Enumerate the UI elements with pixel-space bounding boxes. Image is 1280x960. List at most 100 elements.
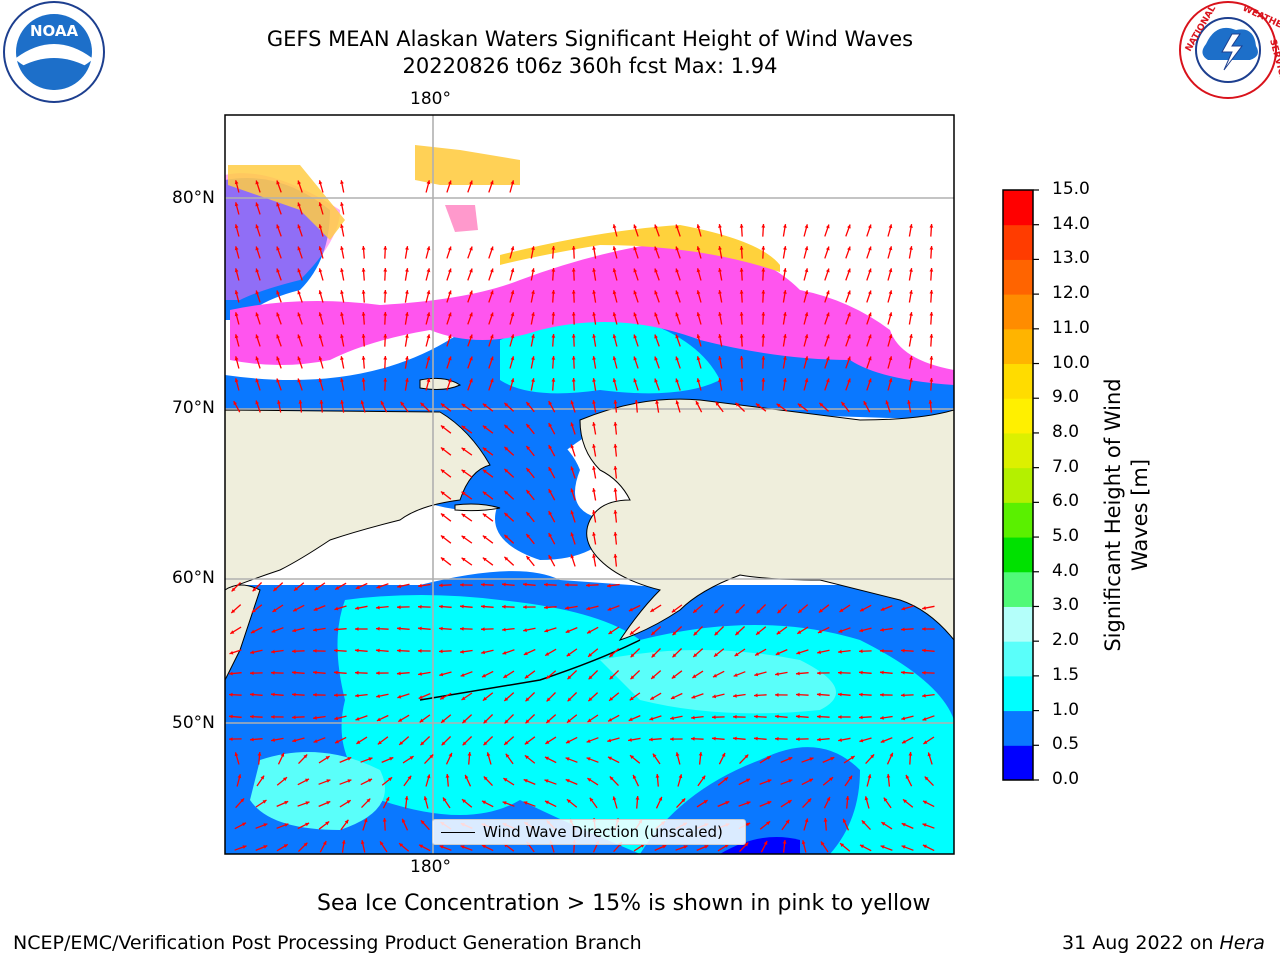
- wind-wave-arrowhead: [609, 697, 613, 701]
- wind-wave-arrowhead: [696, 224, 701, 229]
- wind-wave-arrowhead: [654, 334, 658, 339]
- wind-wave-arrowhead: [383, 312, 388, 316]
- wind-wave-arrowhead: [570, 400, 575, 405]
- nws-logo: NATIONAL WEATHER SERVICE: [1176, 0, 1280, 100]
- wind-wave-arrowhead: [826, 796, 831, 801]
- wind-wave-arrowhead: [592, 466, 596, 470]
- colorbar-label: Significant Height of Wind Waves [m]: [1100, 355, 1154, 675]
- wind-wave-arrowhead: [377, 740, 382, 745]
- wind-wave-arrowhead: [271, 670, 275, 675]
- wind-wave-arrowhead: [551, 268, 556, 272]
- wind-wave-arrowhead: [633, 334, 638, 339]
- wind-wave-arrowhead: [418, 695, 423, 699]
- wind-wave-arrowhead: [649, 737, 653, 742]
- wind-wave-arrowhead: [548, 445, 553, 450]
- wind-wave-arrowhead: [548, 423, 553, 428]
- footer-machine: Hera: [1219, 932, 1265, 954]
- wind-wave-arrowhead: [571, 334, 576, 338]
- wind-wave-arrowhead: [695, 401, 700, 405]
- wind-wave-arrowhead: [255, 290, 260, 295]
- wind-wave-arrowhead: [592, 356, 596, 360]
- wind-wave-arrowhead: [523, 628, 527, 632]
- wind-wave-arrowhead: [901, 823, 906, 827]
- wind-wave-arrowhead: [445, 774, 450, 778]
- wind-wave-arrowhead: [469, 356, 473, 361]
- wind-wave-arrowhead: [567, 718, 571, 723]
- wind-wave-arrowhead: [847, 246, 851, 251]
- wind-wave-arrowhead: [888, 290, 893, 295]
- colorbar-tick-label: 11.0: [1052, 317, 1090, 338]
- colorbar-segment: [1003, 745, 1033, 781]
- wind-wave-arrowhead: [440, 535, 445, 540]
- wind-wave-arrowhead: [798, 609, 803, 613]
- wind-wave-arrowhead: [775, 672, 779, 676]
- wind-wave-arrowhead: [629, 630, 634, 635]
- wind-wave-arrowhead: [696, 290, 701, 295]
- wind-wave-arrowhead: [524, 674, 529, 679]
- wind-wave-arrowhead: [460, 604, 464, 609]
- wind-wave-arrowhead: [504, 446, 509, 451]
- wind-wave-arrowhead: [675, 752, 680, 757]
- wind-wave-arrowhead: [482, 425, 487, 430]
- wind-wave-arrowhead: [419, 718, 424, 723]
- wind-wave-arrowhead: [551, 334, 556, 338]
- wind-wave-arrowhead: [797, 630, 802, 634]
- wind-wave-arrowhead: [234, 334, 239, 339]
- wind-wave-arrowhead: [739, 224, 744, 228]
- wind-wave-arrowhead: [461, 535, 466, 540]
- wind-wave-arrowhead: [838, 738, 842, 742]
- colorbar-segment: [1003, 606, 1033, 642]
- wind-wave-arrowhead: [234, 202, 239, 207]
- colorbar-segment: [1003, 710, 1033, 746]
- sea-ice-yellow-edge: [500, 225, 780, 272]
- wind-wave-arrowhead: [756, 631, 760, 635]
- wind-wave-arrowhead: [817, 692, 821, 697]
- lon-label-top: 180°: [410, 89, 451, 109]
- wind-wave-arrowhead: [234, 752, 239, 757]
- wind-wave-arrowhead: [229, 737, 233, 741]
- wind-wave-arrowhead: [346, 800, 351, 804]
- wind-wave-arrowhead: [632, 774, 637, 779]
- wind-wave-arrowhead: [651, 653, 656, 658]
- wind-wave-arrowhead: [461, 557, 466, 562]
- wind-wave-arrowhead: [397, 584, 402, 589]
- colorbar-tick-label: 2.0: [1052, 630, 1080, 651]
- wind-wave-arrowhead: [469, 312, 473, 317]
- wind-wave-arrowhead: [510, 312, 515, 317]
- wind-wave-arrowhead: [340, 268, 344, 272]
- wind-wave-arrowhead: [825, 378, 830, 383]
- wind-wave-arrowhead: [440, 491, 445, 496]
- wind-wave-arrowhead: [565, 779, 570, 783]
- wind-wave-arrowhead: [633, 246, 638, 251]
- wind-wave-arrowhead: [510, 356, 515, 361]
- wind-wave-arrowhead: [355, 627, 359, 631]
- wind-wave-arrowhead: [271, 715, 275, 719]
- wind-wave-arrowhead: [909, 378, 913, 382]
- wind-wave-arrowhead: [570, 488, 575, 493]
- wind-wave-arrowhead: [482, 513, 487, 518]
- wind-wave-arrowhead: [255, 400, 260, 405]
- wind-wave-arrowhead: [318, 224, 323, 229]
- wind-wave-arrowhead: [788, 757, 793, 761]
- wind-wave-arrowhead: [761, 378, 766, 382]
- wind-wave-arrowhead: [242, 845, 247, 849]
- wind-wave-arrowhead: [405, 268, 409, 272]
- wind-wave-arrowhead: [775, 736, 779, 741]
- wind-wave-arrowhead: [929, 246, 934, 250]
- wind-wave-arrowhead: [929, 268, 934, 272]
- wind-wave-arrowhead: [526, 424, 531, 428]
- wind-wave-arrowhead: [885, 400, 890, 405]
- wind-wave-arrowhead: [796, 692, 800, 697]
- wind-wave-arrowhead: [586, 606, 591, 611]
- wind-wave-arrowhead: [739, 356, 744, 360]
- wind-wave-arrowhead: [714, 609, 719, 614]
- wind-wave-arrowhead: [692, 674, 697, 678]
- wind-wave-arrowhead: [850, 756, 855, 760]
- wind-wave-arrowhead: [589, 797, 594, 802]
- wind-wave-arrowhead: [490, 312, 494, 317]
- wind-wave-arrowhead: [490, 290, 494, 295]
- wind-wave-arrowhead: [693, 609, 698, 613]
- wind-wave-arrowhead: [756, 609, 761, 614]
- wind-wave-arrowhead: [633, 356, 638, 361]
- wind-wave-arrowhead: [838, 670, 842, 675]
